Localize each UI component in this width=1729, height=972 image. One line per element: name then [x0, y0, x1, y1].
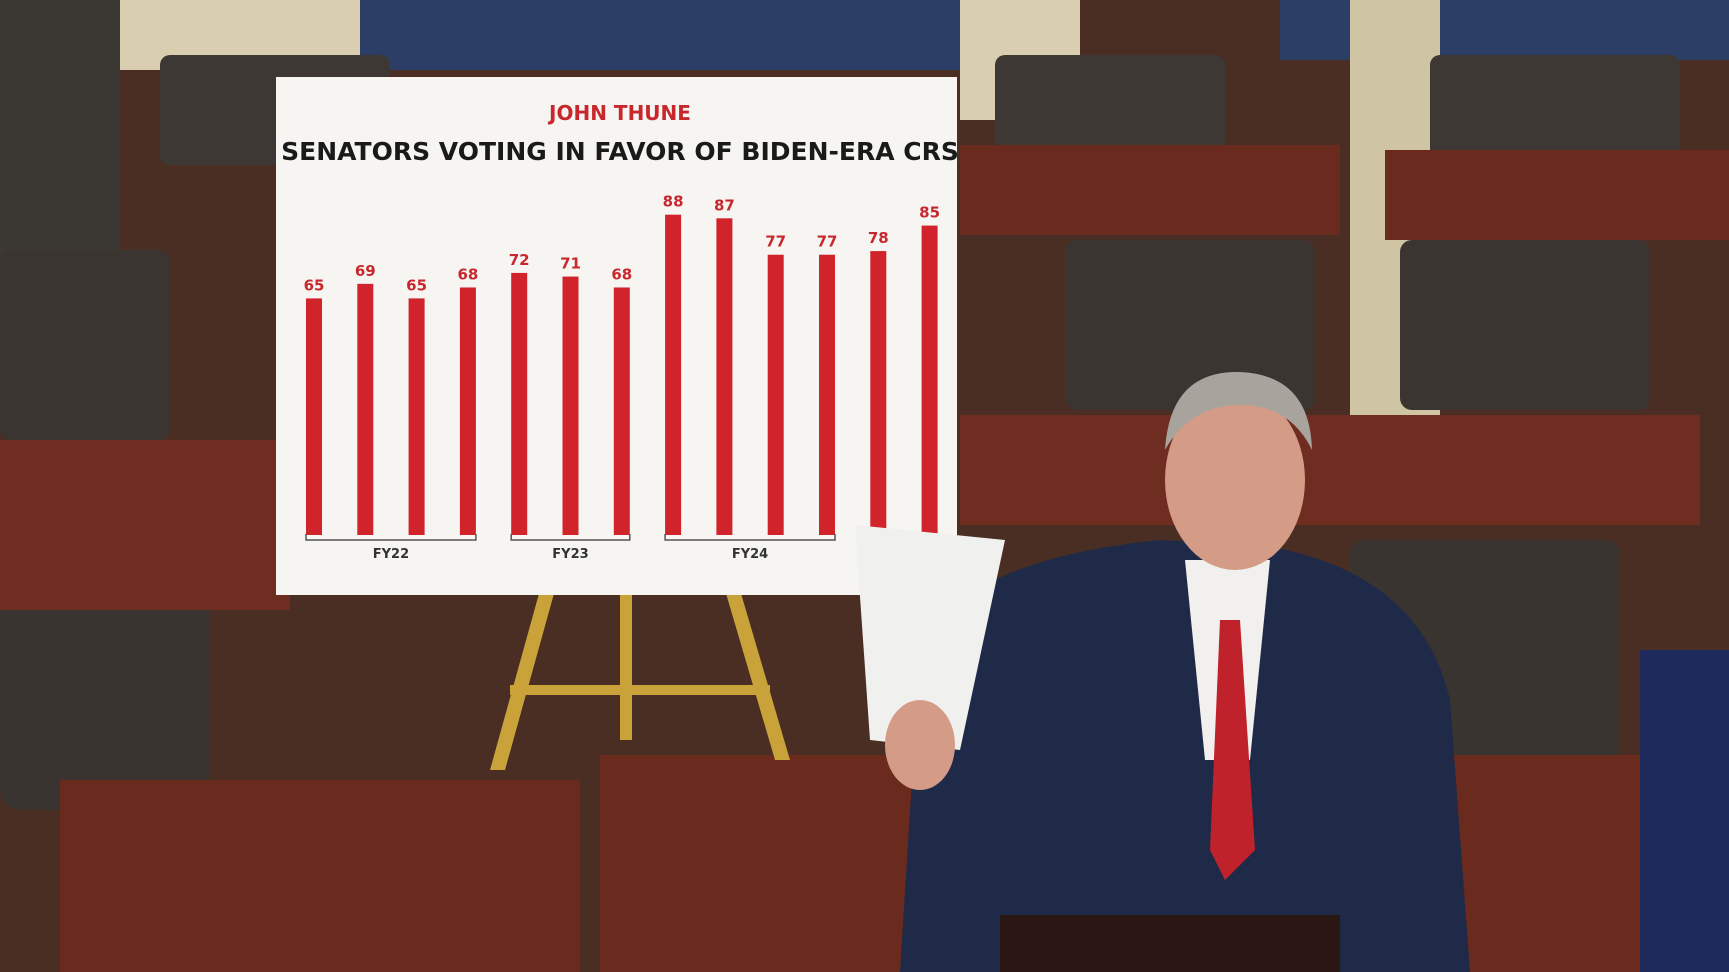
- bar: [562, 276, 579, 535]
- desk: [0, 440, 290, 610]
- data-label: 85: [919, 204, 940, 222]
- data-label: 72: [509, 251, 530, 269]
- desk: [1385, 150, 1729, 240]
- group-bracket: [664, 534, 836, 541]
- data-label: 69: [355, 262, 376, 280]
- carpet: [1640, 650, 1729, 972]
- chart: 65 69 65 68 72 71 68 88 87 77 77 78 85 FY22 FY23 FY24: [304, 193, 940, 562]
- tie: [1210, 620, 1255, 880]
- wall: [360, 0, 960, 70]
- group-bracket: [510, 534, 631, 541]
- easel-leg: [725, 590, 790, 760]
- group-label: FY22: [373, 547, 409, 562]
- data-label: 68: [611, 265, 632, 283]
- easel-bar: [510, 685, 770, 695]
- face: [1165, 390, 1305, 570]
- chair: [0, 250, 170, 440]
- data-label: 78: [868, 229, 889, 247]
- data-label: 68: [457, 265, 478, 283]
- data-label: 87: [714, 196, 735, 214]
- group-bracket: [305, 534, 477, 541]
- brand: JOHN THUNE: [547, 101, 691, 125]
- chair: [1430, 55, 1680, 165]
- bar: [459, 287, 476, 535]
- hair: [1165, 371, 1312, 450]
- desk: [960, 145, 1340, 235]
- desk: [60, 780, 580, 972]
- marble: [0, 0, 120, 260]
- desk: [960, 415, 1700, 525]
- data-label: 65: [304, 276, 325, 294]
- bar: [665, 214, 682, 535]
- chair: [0, 590, 210, 810]
- bar: [870, 251, 887, 535]
- bar: [921, 225, 938, 535]
- chair: [1065, 240, 1315, 410]
- wall: [1280, 0, 1729, 60]
- bar: [408, 298, 425, 535]
- suit: [900, 540, 1470, 972]
- data-label: 71: [560, 255, 581, 273]
- bar: [716, 218, 733, 535]
- data-label: 77: [817, 233, 838, 251]
- data-label: 77: [765, 233, 786, 251]
- bar: [767, 254, 784, 535]
- easel-leg: [620, 590, 632, 740]
- bar: [306, 298, 322, 535]
- hand: [885, 700, 955, 790]
- data-label: 88: [663, 193, 684, 211]
- chart-title: SENATORS VOTING IN FAVOR OF BIDEN-ERA CR…: [281, 137, 959, 166]
- chair: [995, 55, 1225, 150]
- data-label: 65: [406, 276, 427, 294]
- easel-leg: [490, 590, 555, 770]
- group-label: FY23: [552, 547, 588, 562]
- bar: [613, 287, 630, 535]
- chair: [1400, 240, 1650, 410]
- lectern: [1000, 915, 1340, 972]
- paper: [855, 525, 1005, 750]
- group-label: FY24: [732, 547, 768, 562]
- bar: [511, 272, 528, 535]
- bar: [819, 254, 835, 535]
- bar: [357, 283, 374, 535]
